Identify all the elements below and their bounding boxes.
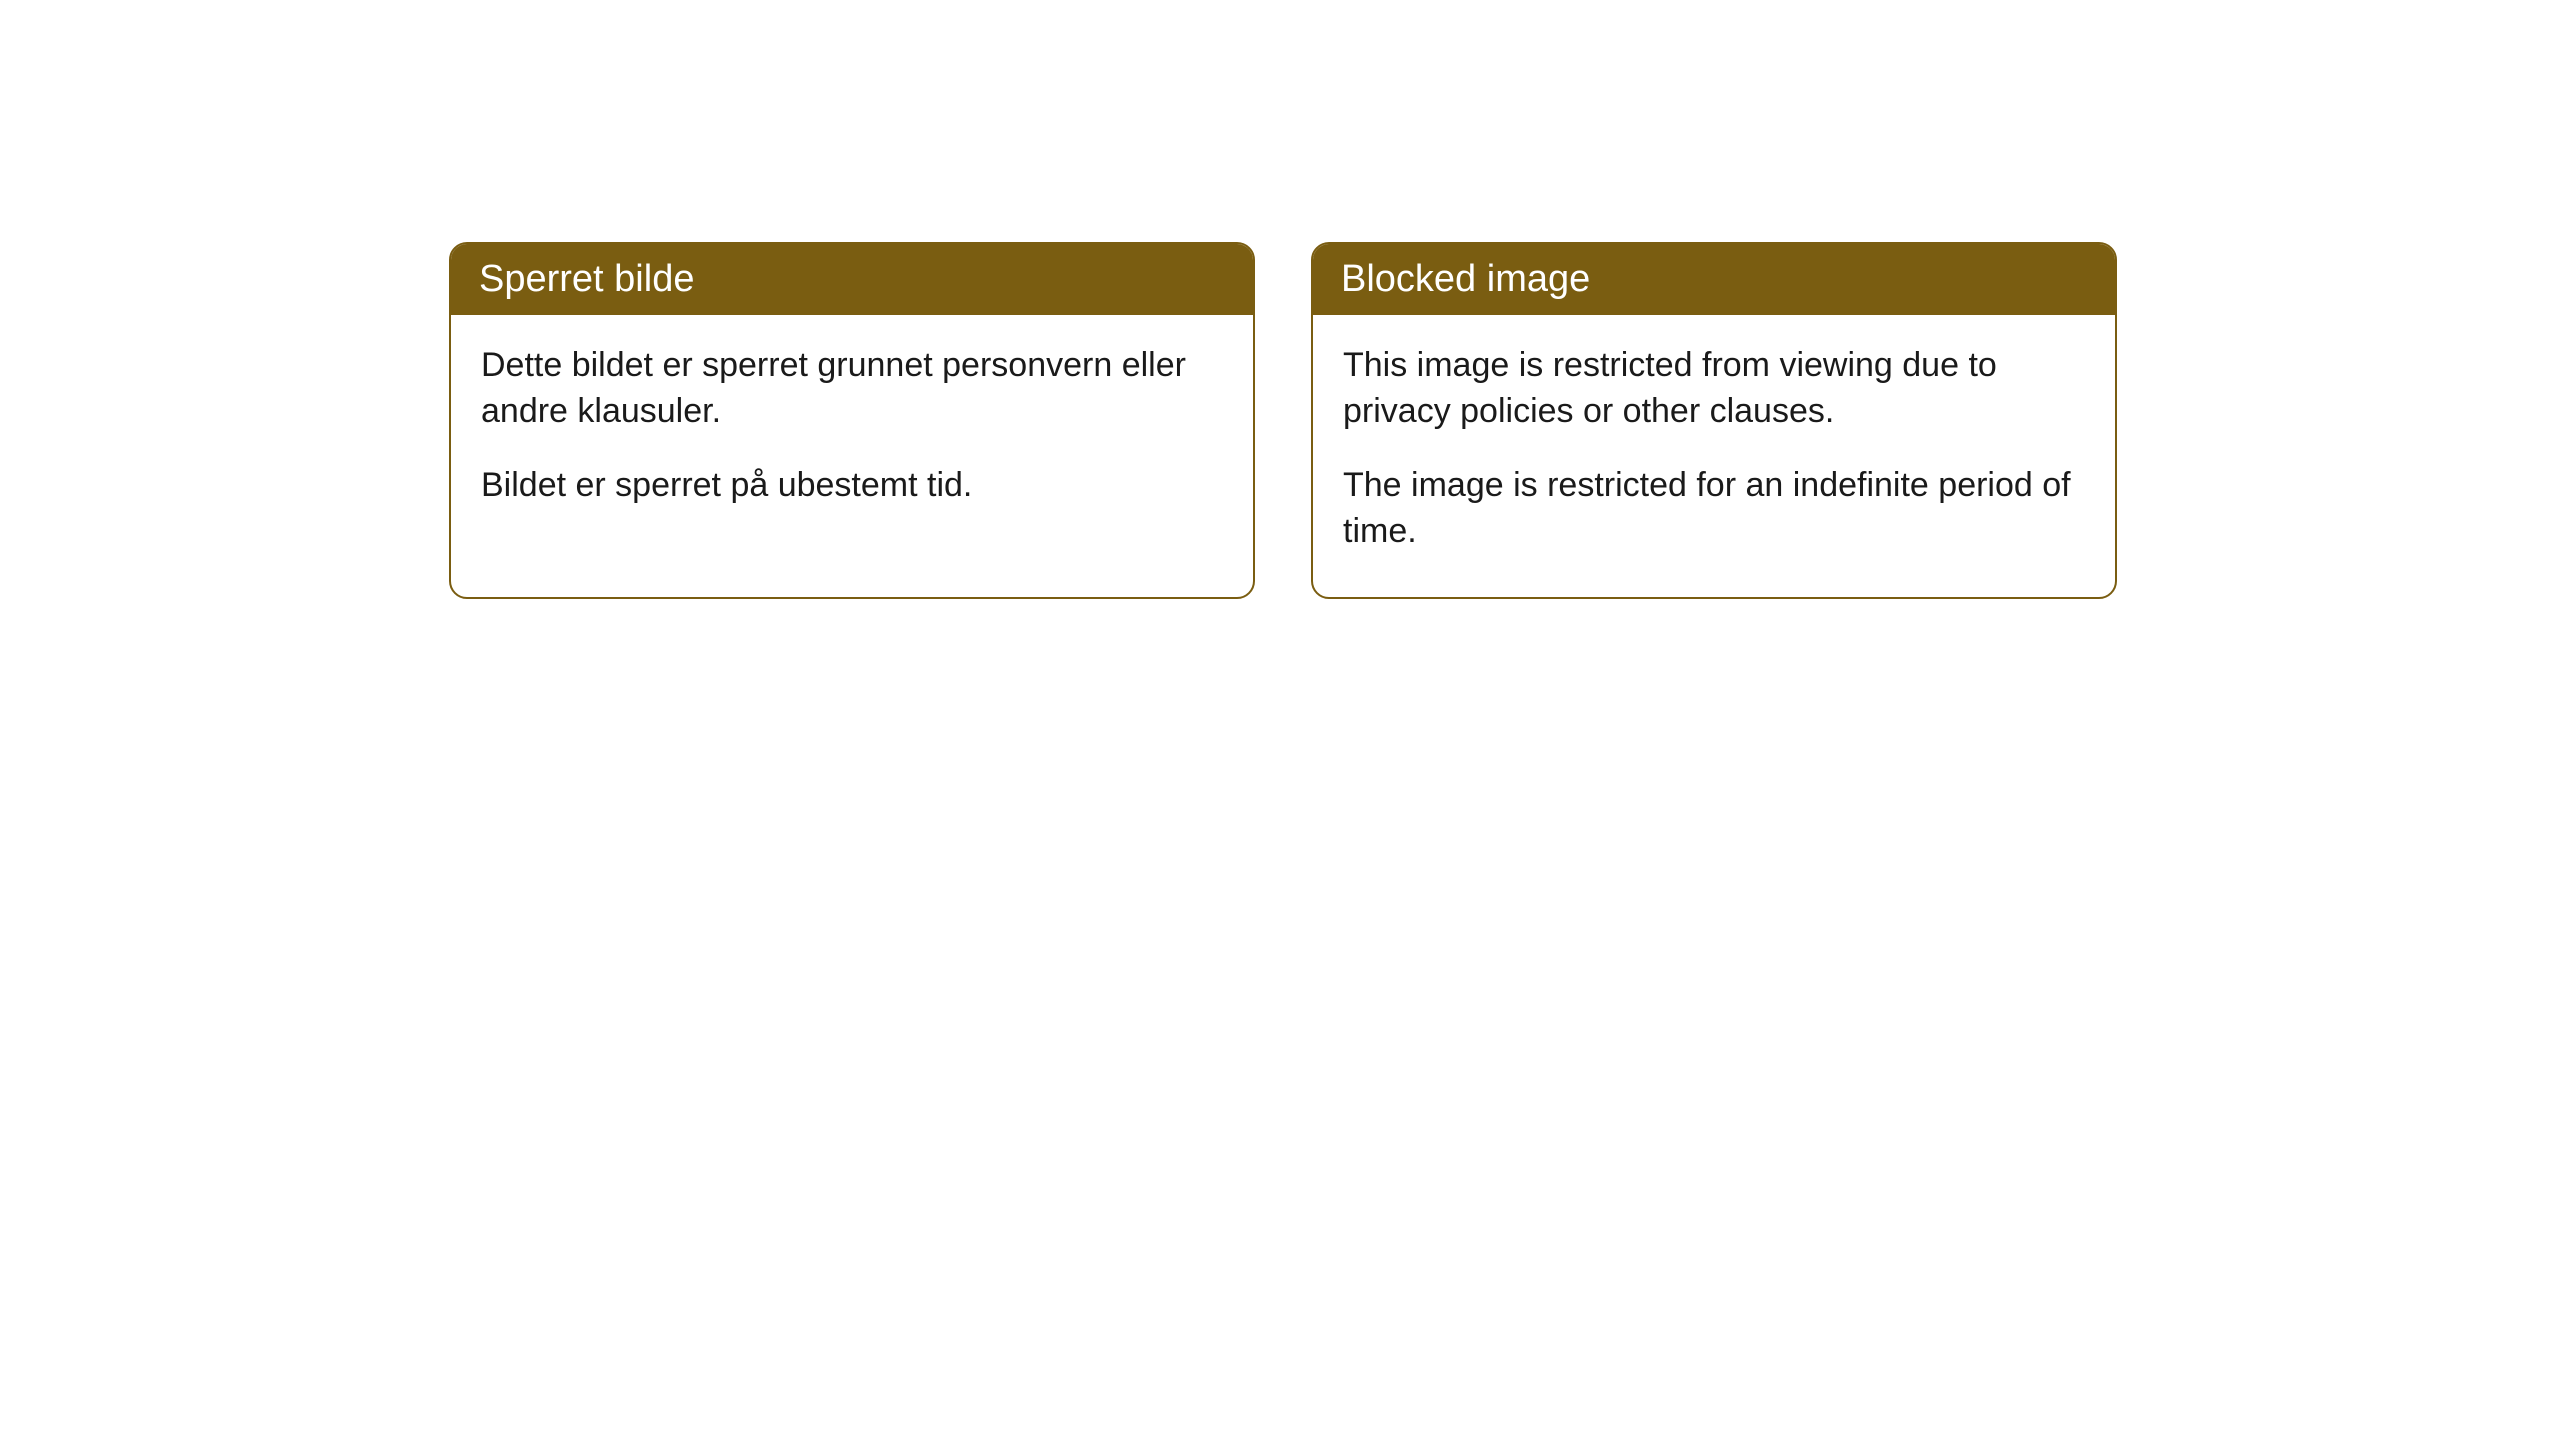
card-paragraph: Dette bildet er sperret grunnet personve… (481, 343, 1223, 435)
card-paragraph: This image is restricted from viewing du… (1343, 343, 2085, 435)
cards-container: Sperret bilde Dette bildet er sperret gr… (449, 242, 2117, 599)
blocked-image-card-english: Blocked image This image is restricted f… (1311, 242, 2117, 599)
card-title: Sperret bilde (451, 244, 1253, 315)
card-paragraph: Bildet er sperret på ubestemt tid. (481, 463, 1223, 509)
card-body: Dette bildet er sperret grunnet personve… (451, 315, 1253, 551)
blocked-image-card-norwegian: Sperret bilde Dette bildet er sperret gr… (449, 242, 1255, 599)
card-paragraph: The image is restricted for an indefinit… (1343, 463, 2085, 555)
card-title: Blocked image (1313, 244, 2115, 315)
card-body: This image is restricted from viewing du… (1313, 315, 2115, 597)
